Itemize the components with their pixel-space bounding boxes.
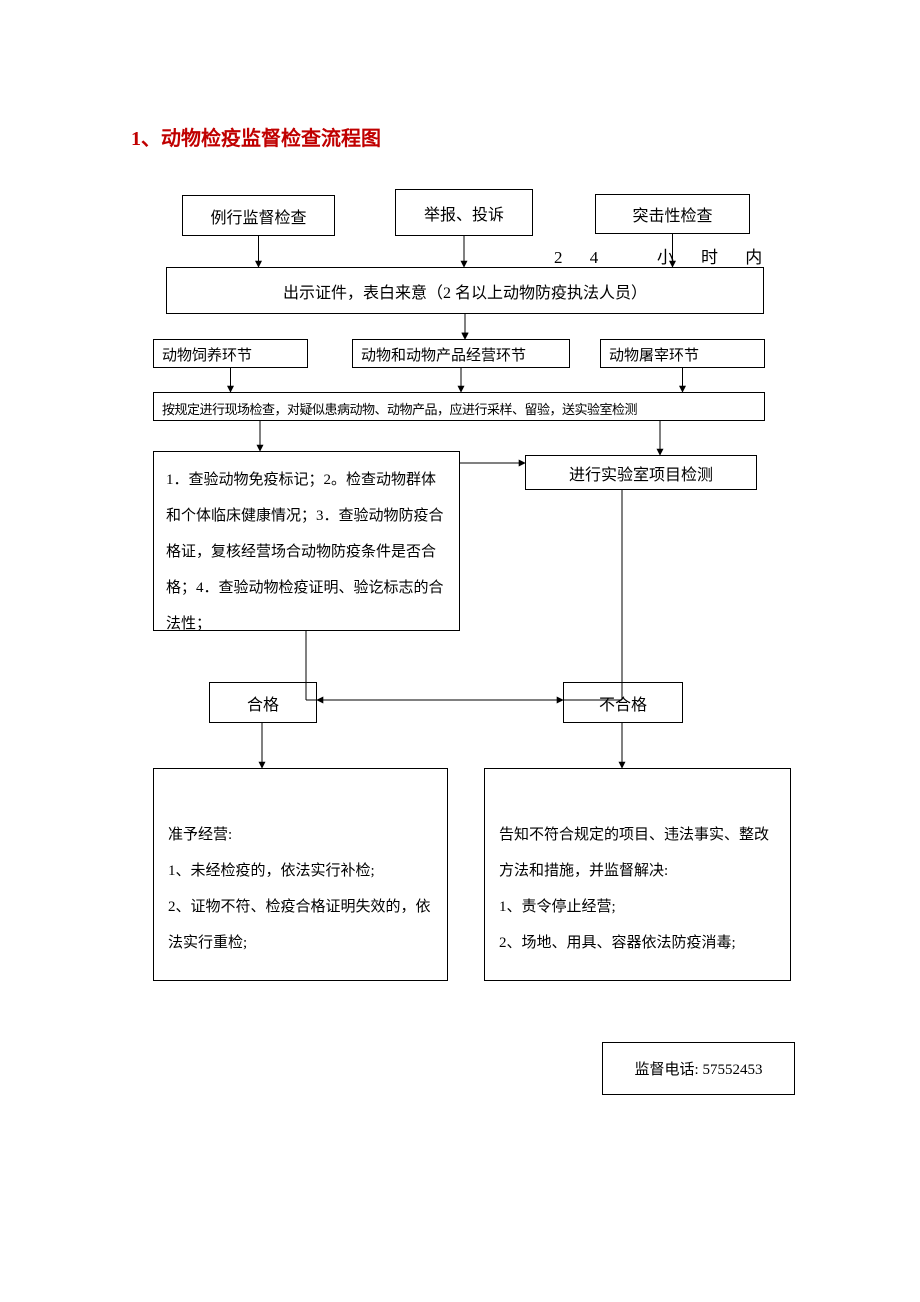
arrow-layer: [0, 0, 920, 1302]
